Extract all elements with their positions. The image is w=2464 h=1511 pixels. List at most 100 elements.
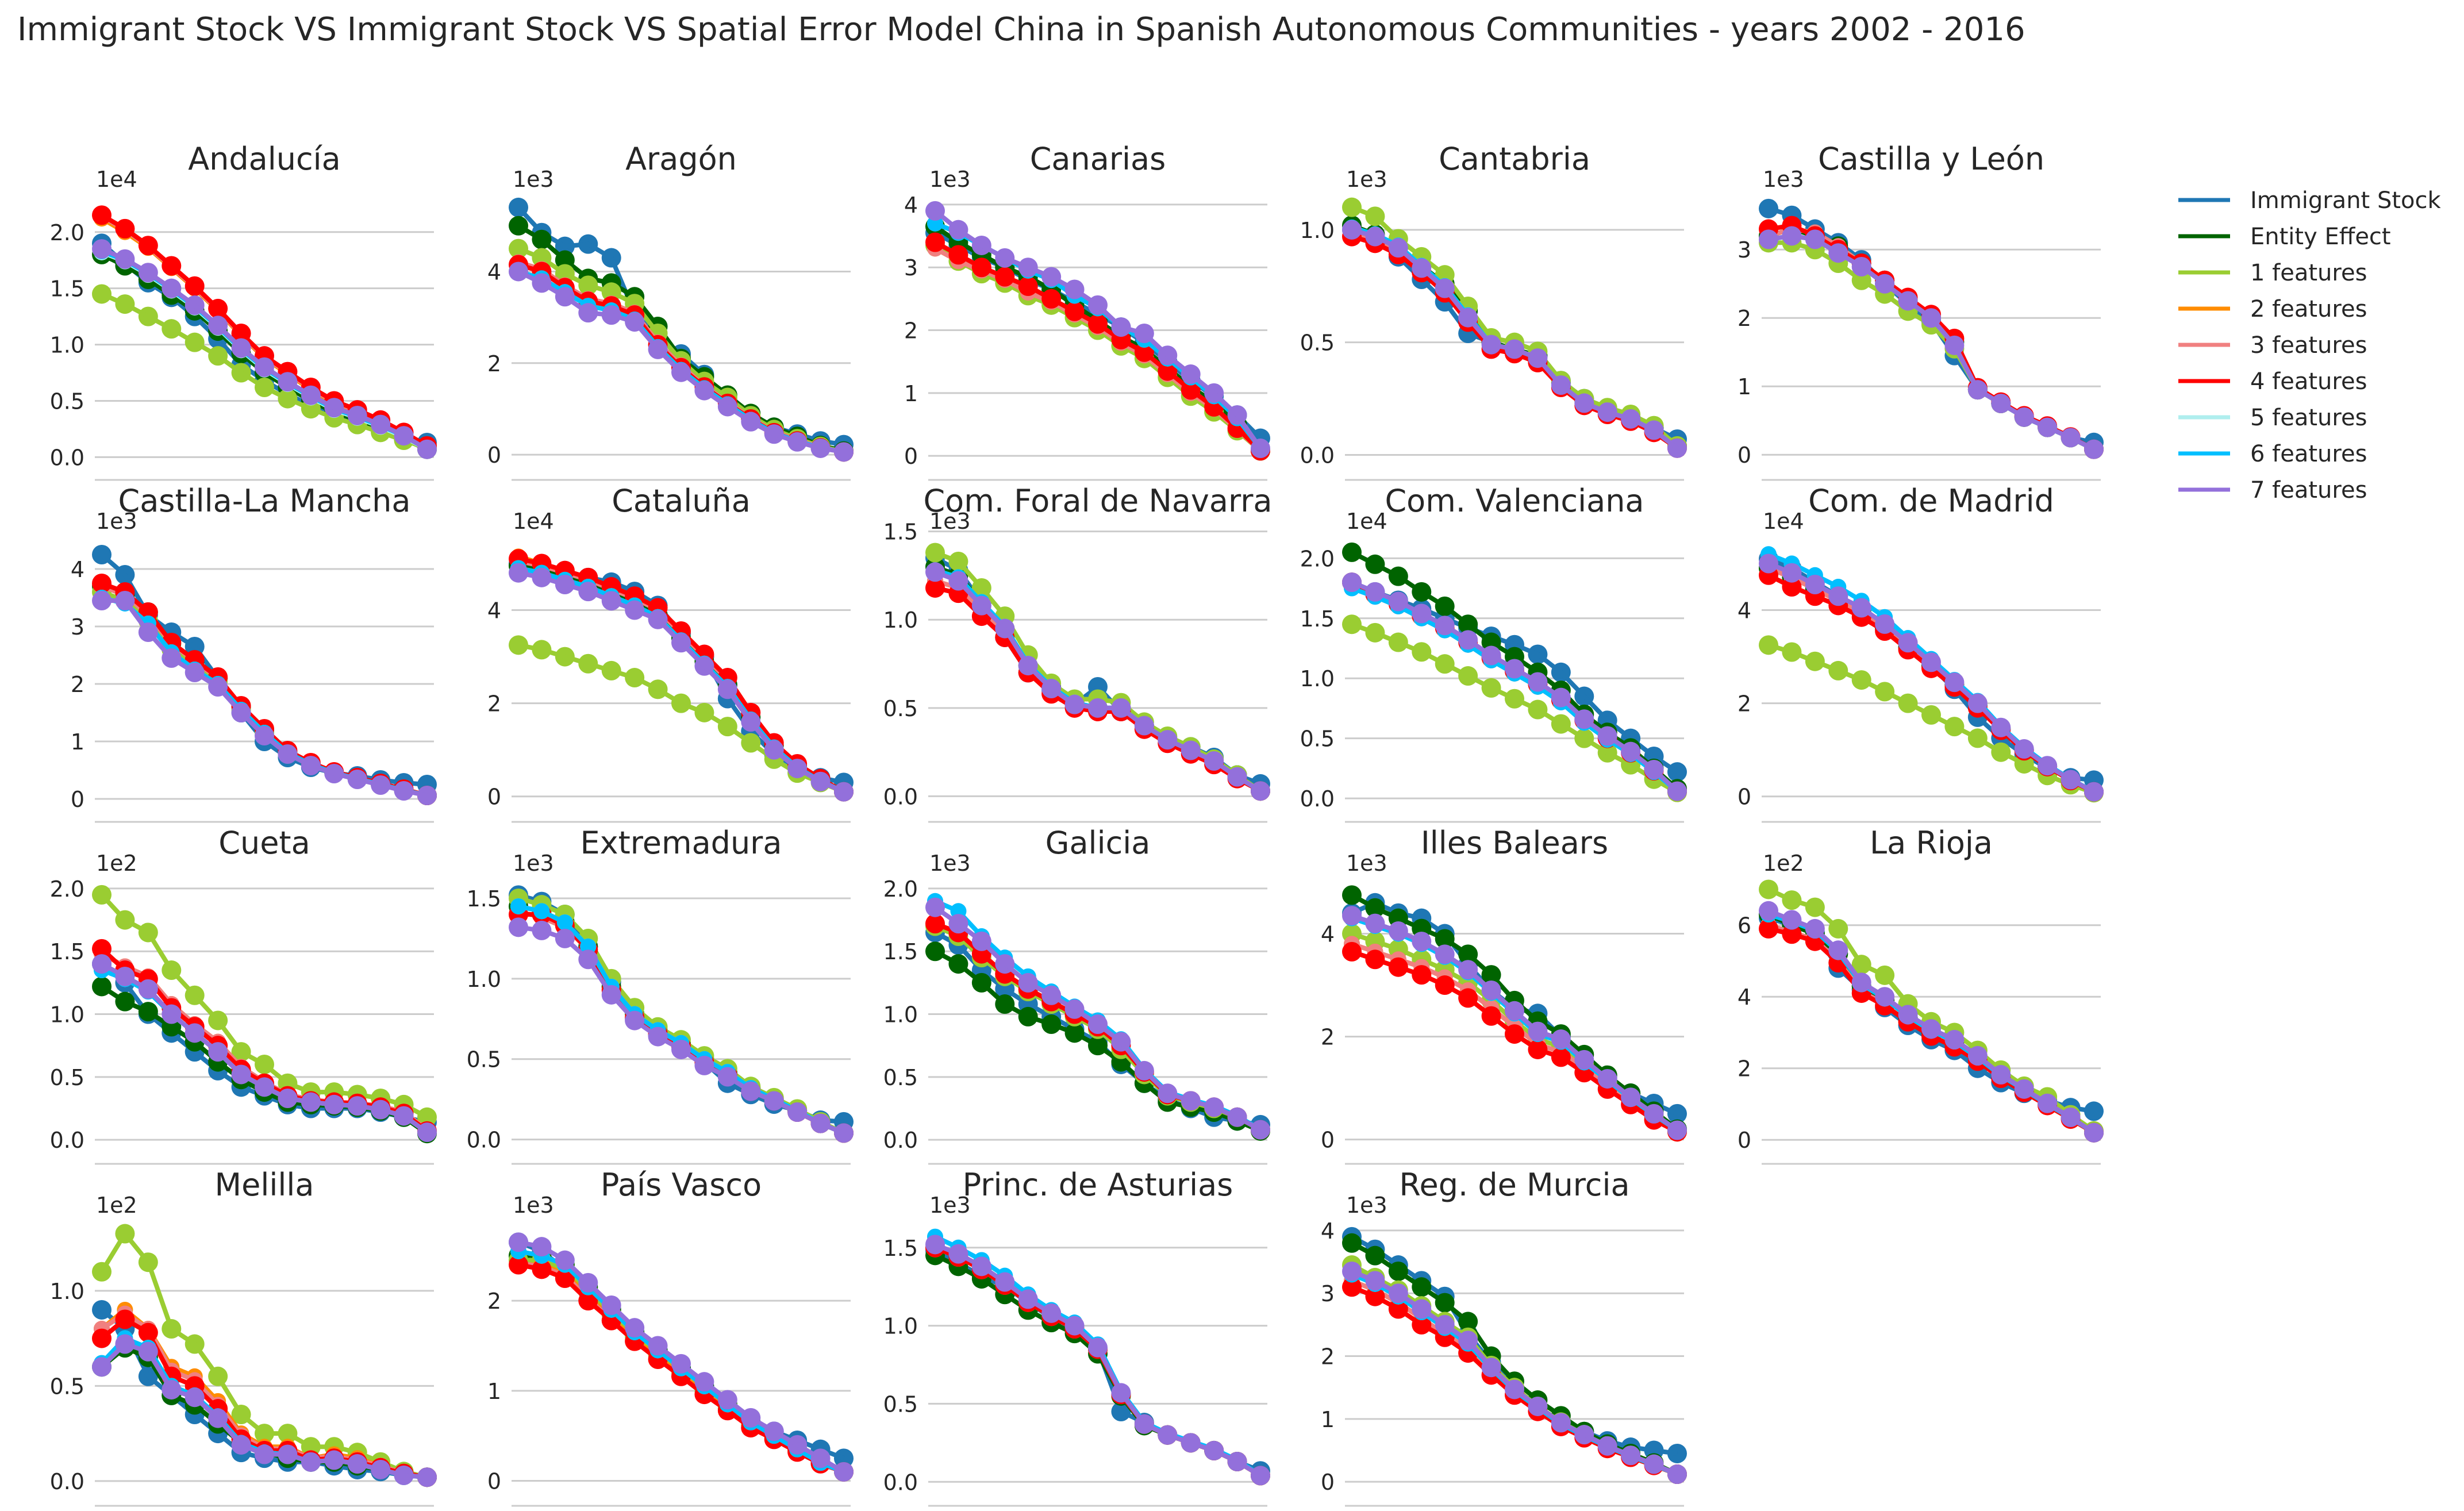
y-tick-label: 1.5 <box>883 520 918 545</box>
series-7-features <box>925 1235 1270 1486</box>
series-line <box>1351 580 1679 793</box>
series-line <box>518 1240 845 1474</box>
y-offset-label: 1e3 <box>513 1193 554 1218</box>
subplot-title: Princ. de Asturias <box>963 1167 1233 1203</box>
series-line <box>933 905 1262 1132</box>
legend-label: 2 features <box>2250 296 2367 322</box>
y-tick-label: 4 <box>487 598 501 624</box>
series-7-features <box>509 563 854 802</box>
y-tick-label: 1.0 <box>467 967 501 992</box>
subplot-extremadura: 0.0 0.5 1.0 1.5 1e3 Extremadura <box>467 825 854 1165</box>
y-tick-label: 4 <box>1321 922 1335 947</box>
subplot-andalucia: 0.0 0.5 1.0 1.5 2.0 1e4 Andalucía <box>50 141 437 481</box>
data-point <box>417 1467 437 1487</box>
series-line <box>1351 227 1679 450</box>
y-tick-label: 1.5 <box>50 276 84 302</box>
y-tick-label: 2.0 <box>50 220 84 245</box>
series-7-features <box>925 897 1270 1140</box>
y-offset-label: 1e4 <box>1346 509 1387 534</box>
y-tick-label: 2 <box>487 351 501 376</box>
legend-item-2-features: 2 features <box>2178 296 2367 322</box>
y-tick-label: 1.5 <box>883 939 918 964</box>
subplot-title: Andalucía <box>188 141 341 177</box>
y-tick-label: 3 <box>71 614 84 640</box>
subplot-galicia: 0.0 0.5 1.0 1.5 2.0 1e3 Galicia <box>883 825 1270 1165</box>
subplot-title: La Rioja <box>1870 825 1993 861</box>
series-7-features <box>1342 572 1687 801</box>
subplot-title: Melilla <box>215 1167 314 1203</box>
y-tick-label: 1.0 <box>50 333 84 358</box>
y-tick-label: 4 <box>487 259 501 284</box>
y-tick-label: 0 <box>1321 1128 1335 1153</box>
subplot-title: Cueta <box>218 825 310 861</box>
data-point <box>834 1462 854 1482</box>
y-offset-label: 1e3 <box>513 851 554 876</box>
series-line <box>1351 550 1679 791</box>
y-tick-label: 4 <box>1738 985 1751 1010</box>
y-tick-label: 0.5 <box>883 1065 918 1090</box>
y-tick-label: 2 <box>1738 1056 1751 1082</box>
legend-item-7-features: 7 features <box>2178 477 2367 503</box>
y-tick-label: 0.0 <box>1300 443 1335 468</box>
y-tick-label: 0 <box>904 444 918 469</box>
data-point <box>1342 1261 1362 1281</box>
subplot-cataluna: 0 2 4 1e4 Cataluña <box>487 483 854 823</box>
y-tick-label: 1.5 <box>467 886 501 912</box>
data-point <box>92 205 112 225</box>
subplot-title: Illes Balears <box>1421 825 1608 861</box>
series-line <box>517 269 844 455</box>
y-tick-label: 0 <box>487 785 501 810</box>
data-point <box>925 562 945 582</box>
y-tick-label: 0 <box>1738 785 1751 810</box>
subplot-title: Aragón <box>625 141 737 177</box>
y-tick-label: 2 <box>1738 691 1751 717</box>
y-tick-label: 0.0 <box>50 445 84 470</box>
subplot-grid: 0.0 0.5 1.0 1.5 2.0 1e4 Andalucía 0 2 4 1e3 Aragón 0… <box>50 141 2104 1507</box>
y-tick-label: 1 <box>71 729 84 755</box>
y-offset-label: 1e3 <box>96 509 137 534</box>
series-7-features <box>92 954 437 1143</box>
y-tick-label: 3 <box>1321 1281 1335 1306</box>
data-point <box>1667 1464 1687 1485</box>
y-tick-label: 4 <box>71 557 84 582</box>
subplot-illes-balears: 0 2 4 1e3 Illes Balears <box>1321 825 1687 1165</box>
y-tick-label: 3 <box>904 255 918 280</box>
series-7-features <box>509 1232 854 1482</box>
subplot-aragon: 0 2 4 1e3 Aragón <box>487 141 854 481</box>
y-tick-label: 0.0 <box>50 1128 84 1153</box>
y-tick-label: 0 <box>71 787 84 812</box>
subplot-title: Com. de Madrid <box>1808 483 2054 519</box>
y-tick-label: 1 <box>1321 1407 1335 1432</box>
data-point <box>2084 1101 2104 1121</box>
series-7-features <box>925 201 1270 459</box>
data-point <box>417 439 437 459</box>
series-4-features <box>925 232 1270 461</box>
subplot-la-rioja: 0 2 4 6 1e2 La Rioja <box>1738 825 2104 1165</box>
legend-item-5-features: 5 features <box>2178 405 2367 431</box>
data-point <box>834 1448 854 1468</box>
series-line <box>1351 913 1679 1132</box>
legend-item-immigrant-stock: Immigrant Stock <box>2178 187 2441 214</box>
y-tick-label: 1.5 <box>50 939 84 964</box>
y-tick-label: 1.0 <box>1300 218 1335 243</box>
y-tick-label: 0.5 <box>883 1391 918 1417</box>
y-tick-label: 4 <box>1738 598 1751 624</box>
subplot-castilla-y-leon: 0 1 2 3 1e3 Castilla y León <box>1738 141 2104 481</box>
subplot-canarias: 0 1 2 3 4 1e3 Canarias <box>904 141 1270 481</box>
y-tick-label: 0.5 <box>467 1047 501 1072</box>
subplot-title: Com. Valenciana <box>1385 483 1644 519</box>
series-line <box>934 1242 1262 1478</box>
y-tick-label: 4 <box>1321 1218 1335 1244</box>
y-tick-label: 2 <box>487 691 501 717</box>
data-point <box>1342 941 1362 962</box>
legend-label: 4 features <box>2250 368 2367 395</box>
series-1-features <box>92 885 437 1127</box>
series-line <box>1767 909 2096 1135</box>
y-tick-label: 0.5 <box>50 389 84 414</box>
series-line <box>518 570 845 794</box>
data-point <box>1342 906 1362 926</box>
y-offset-label: 1e3 <box>929 509 971 534</box>
